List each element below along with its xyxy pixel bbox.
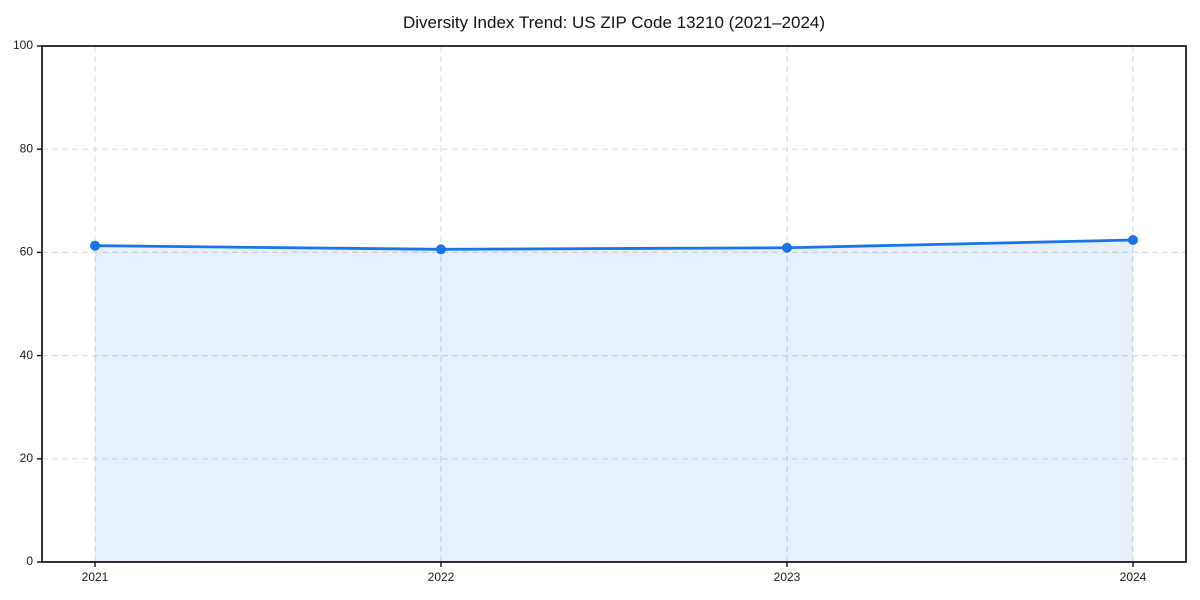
chart-title: Diversity Index Trend: US ZIP Code 13210… bbox=[402, 13, 826, 32]
y-tick-label: 60 bbox=[20, 245, 34, 259]
area-fill bbox=[95, 240, 1133, 563]
y-tick-label: 100 bbox=[13, 38, 33, 52]
data-point-2022 bbox=[436, 244, 446, 255]
x-tick-label: 2024 bbox=[1120, 570, 1147, 584]
plot-spines bbox=[41, 45, 1187, 563]
y-tick-label: 40 bbox=[20, 348, 34, 362]
data-point-2021 bbox=[90, 240, 100, 251]
y-tick-label: 20 bbox=[20, 451, 34, 465]
x-tick-label: 2021 bbox=[82, 570, 109, 584]
y-tick-label: 0 bbox=[26, 554, 33, 568]
y-tick-label: 80 bbox=[20, 141, 34, 155]
trend-line bbox=[93, 238, 1135, 251]
data-point-2024 bbox=[1128, 235, 1138, 246]
x-tick-label: 2022 bbox=[428, 570, 455, 584]
data-point-2023 bbox=[782, 242, 792, 253]
x-tick-label: 2023 bbox=[774, 570, 801, 584]
